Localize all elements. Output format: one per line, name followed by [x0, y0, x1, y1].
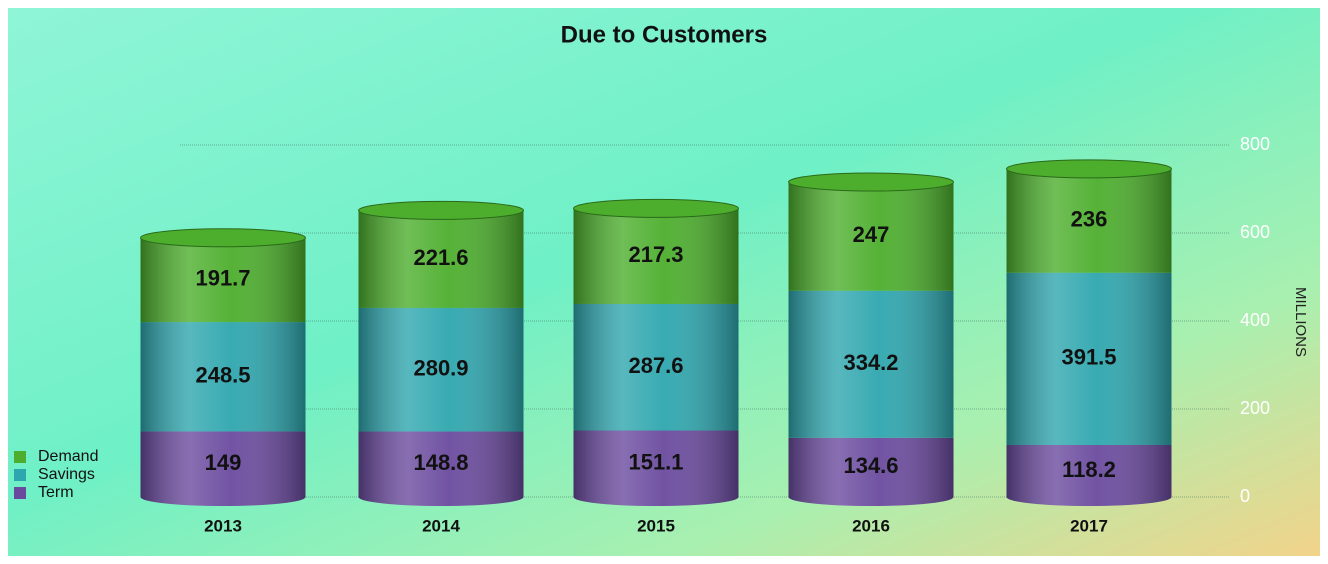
x-tick-label: 2017	[1070, 516, 1108, 535]
y-axis-label: MILLIONS	[1292, 287, 1309, 357]
legend-swatch	[14, 487, 26, 499]
y-tick-label: 200	[1240, 398, 1270, 418]
value-label: 148.8	[413, 450, 468, 475]
value-label: 134.6	[843, 453, 898, 478]
legend-swatch	[14, 469, 26, 481]
bar-top	[574, 199, 739, 217]
legend-label: Savings	[38, 466, 95, 483]
value-label: 247	[853, 222, 890, 247]
value-label: 334.2	[843, 350, 898, 375]
bar-top	[789, 173, 954, 191]
y-tick-label: 400	[1240, 310, 1270, 330]
value-label: 118.2	[1062, 457, 1116, 482]
value-label: 287.6	[628, 353, 683, 378]
x-tick-label: 2013	[204, 516, 242, 535]
bar-top	[1007, 160, 1172, 178]
value-label: 191.7	[195, 266, 250, 291]
x-tick-label: 2016	[852, 516, 890, 535]
bar-top	[141, 229, 306, 247]
y-tick-label: 800	[1240, 134, 1270, 154]
value-label: 391.5	[1061, 345, 1116, 370]
legend-swatch	[14, 451, 26, 463]
x-tick-label: 2015	[637, 516, 675, 535]
value-label: 236	[1071, 207, 1108, 232]
value-label: 221.6	[413, 245, 468, 270]
value-label: 151.1	[628, 450, 683, 475]
chart: Due to Customers MILLIONS 0 200 400 600 800 1…	[0, 0, 1328, 564]
value-label: 248.5	[195, 363, 250, 388]
bar-top	[359, 201, 524, 219]
value-label: 280.9	[413, 356, 468, 381]
legend-label: Demand	[38, 448, 98, 465]
y-tick-label: 600	[1240, 222, 1270, 242]
legend-label: Term	[38, 484, 74, 501]
chart-title: Due to Customers	[561, 21, 768, 48]
value-label: 217.3	[628, 242, 683, 267]
y-tick-label: 0	[1240, 486, 1250, 506]
page: Due to Customers MILLIONS 0 200 400 600 800 1…	[0, 0, 1328, 564]
value-label: 149	[205, 450, 242, 475]
x-tick-label: 2014	[422, 516, 460, 535]
